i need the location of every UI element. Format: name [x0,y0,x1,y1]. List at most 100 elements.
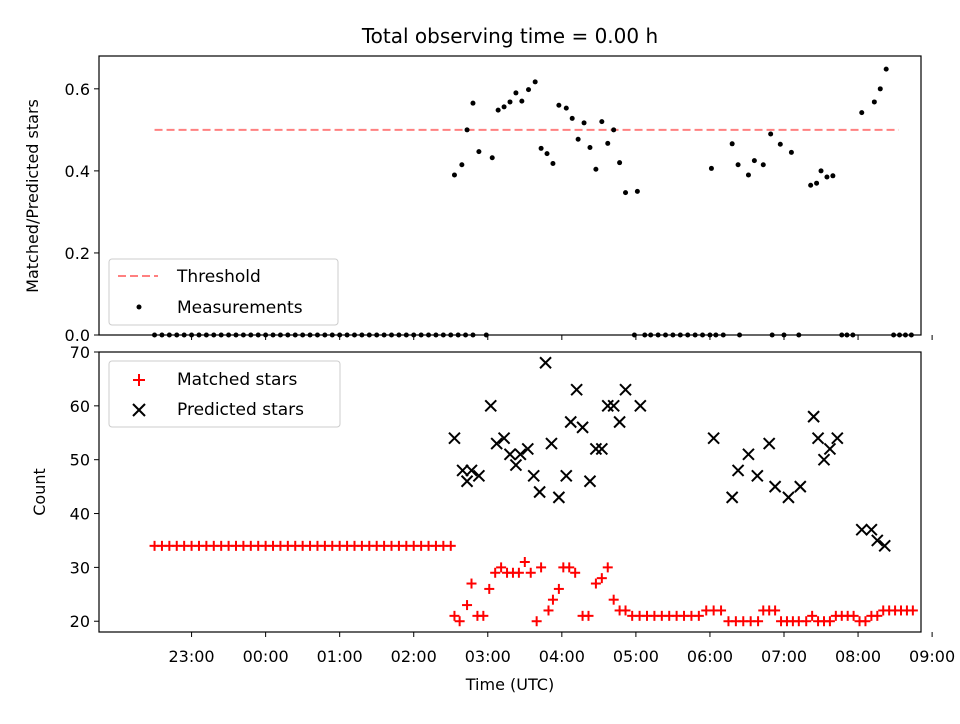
matched-star-96 [801,616,812,627]
predicted-star-d2 [545,437,558,450]
measurement-point-92 [751,158,757,164]
bottom-xtick-label-0: 23:00 [169,647,215,666]
predicted-star-d2 [607,399,620,413]
top-xticks [191,335,933,340]
predicted-star-18 [564,415,577,429]
predicted-star-13 [533,485,546,499]
predicted-star-d2 [490,437,503,450]
matched-star-42 [454,616,465,627]
bottom-legend: Matched stars Predicted stars [108,360,341,428]
predicted-star-12 [527,469,540,483]
bottom-xtick-label-1: 00:00 [243,647,289,666]
predicted-star-2 [460,475,474,488]
predicted-star-d2 [865,523,878,536]
bottom-xticks: 23:00 00:00 01:00 02:00 03:00 04:00 05:00 06:00… [169,632,955,666]
measurement-point-53 [507,99,513,105]
predicted-star-d2 [448,431,461,445]
measurement-point-51 [495,107,501,113]
measurement-point-94 [768,131,774,137]
measurement-point-62 [563,105,569,111]
top-legend: Threshold Measurements [108,258,339,326]
legend-measurements-marker [136,304,142,310]
predicted-star-45 [871,534,884,547]
bottom-xtick-label-9: 08:00 [835,647,881,666]
bottom-ytick-label-0: 20 [70,612,90,631]
predicted-star-d2 [564,415,577,429]
predicted-star-d2 [560,469,573,483]
measurement-point-103 [824,174,830,180]
top-axes: 0.0 0.2 0.4 0.6 Matched/Predicted stars Thr… [23,55,933,345]
bottom-yticks: 20 30 40 50 60 70 [70,343,99,631]
predicted-star-d2 [465,464,478,477]
predicted-star-d2 [539,356,552,369]
matched-star-65 [590,578,601,589]
measurement-point-72 [623,190,629,196]
predicted-star-28 [634,399,647,413]
predicted-star-39 [811,431,825,445]
measurement-point-110 [877,86,883,92]
matched-star-70 [620,605,631,616]
measurement-point-89 [735,162,741,168]
predicted-star-d2 [878,539,891,553]
matched-star-59 [553,583,564,594]
matched-star-44 [466,578,477,589]
predicted-star-21 [583,475,597,488]
measurement-point-71 [617,160,623,166]
predicted-star-d2 [460,475,474,488]
measurement-point-104 [830,173,836,179]
measurement-point-46 [464,127,470,133]
measurement-point-88 [729,141,735,147]
measurement-point-69 [605,140,611,146]
measurement-point-63 [569,115,575,121]
matched-star-67 [602,562,613,573]
measurement-point-74 [634,188,640,194]
predicted-star-38 [807,410,820,423]
legend-matched-marker [133,374,145,386]
bottom-ytick-label-4: 60 [70,397,90,416]
predicted-star-d2 [751,469,764,483]
predicted-star-d2 [782,491,795,504]
predicted-star-d2 [768,480,782,493]
measurement-point-57 [532,79,538,85]
predicted-star-37 [794,480,807,493]
predicted-star-19 [570,383,583,396]
matched-star-104 [848,610,859,621]
top-ytick-label-0: 0.0 [65,326,90,345]
predicted-star-d2 [823,442,837,456]
predicted-star-32 [742,448,755,461]
bottom-xlabel: Time (UTC) [465,675,554,694]
bottom-ylabel: Count [30,468,49,516]
measurement-point-67 [593,166,599,172]
predicted-star-d2 [742,448,755,461]
predicted-star-44 [865,523,878,536]
measurement-point-66 [587,144,593,150]
matched-star-55 [531,616,542,627]
predicted-star-40 [817,453,831,466]
predicted-star-46 [878,539,891,553]
top-legend-box [108,258,339,326]
predicted-star-0 [448,431,461,445]
predicted-star-d2 [472,469,486,483]
predicted-star-27 [619,383,632,396]
predicted-star-24 [601,399,614,413]
matched-star-61 [564,562,575,573]
matched-star-57 [543,605,554,616]
predicted-star-d2 [570,383,583,396]
top-ytick-label-1: 0.2 [65,244,90,263]
matched-star-106 [860,616,871,627]
matched-star-41 [449,610,460,621]
predicted-star-41 [823,442,837,456]
predicted-star-d2 [807,410,820,423]
predicted-star-11 [521,442,534,456]
matched-star-48 [490,567,501,578]
measurement-point-100 [808,182,814,188]
predicted-star-d2 [583,475,597,488]
predicted-star-d2 [725,491,739,504]
measurement-point-44 [451,172,457,178]
predicted-star-d2 [533,485,546,499]
predicted-star-d2 [817,453,831,466]
bottom-xtick-label-2: 01:00 [317,647,363,666]
top-axes-frame [98,55,922,336]
bottom-xtick-label-4: 03:00 [465,647,511,666]
measurement-point-52 [501,104,507,110]
